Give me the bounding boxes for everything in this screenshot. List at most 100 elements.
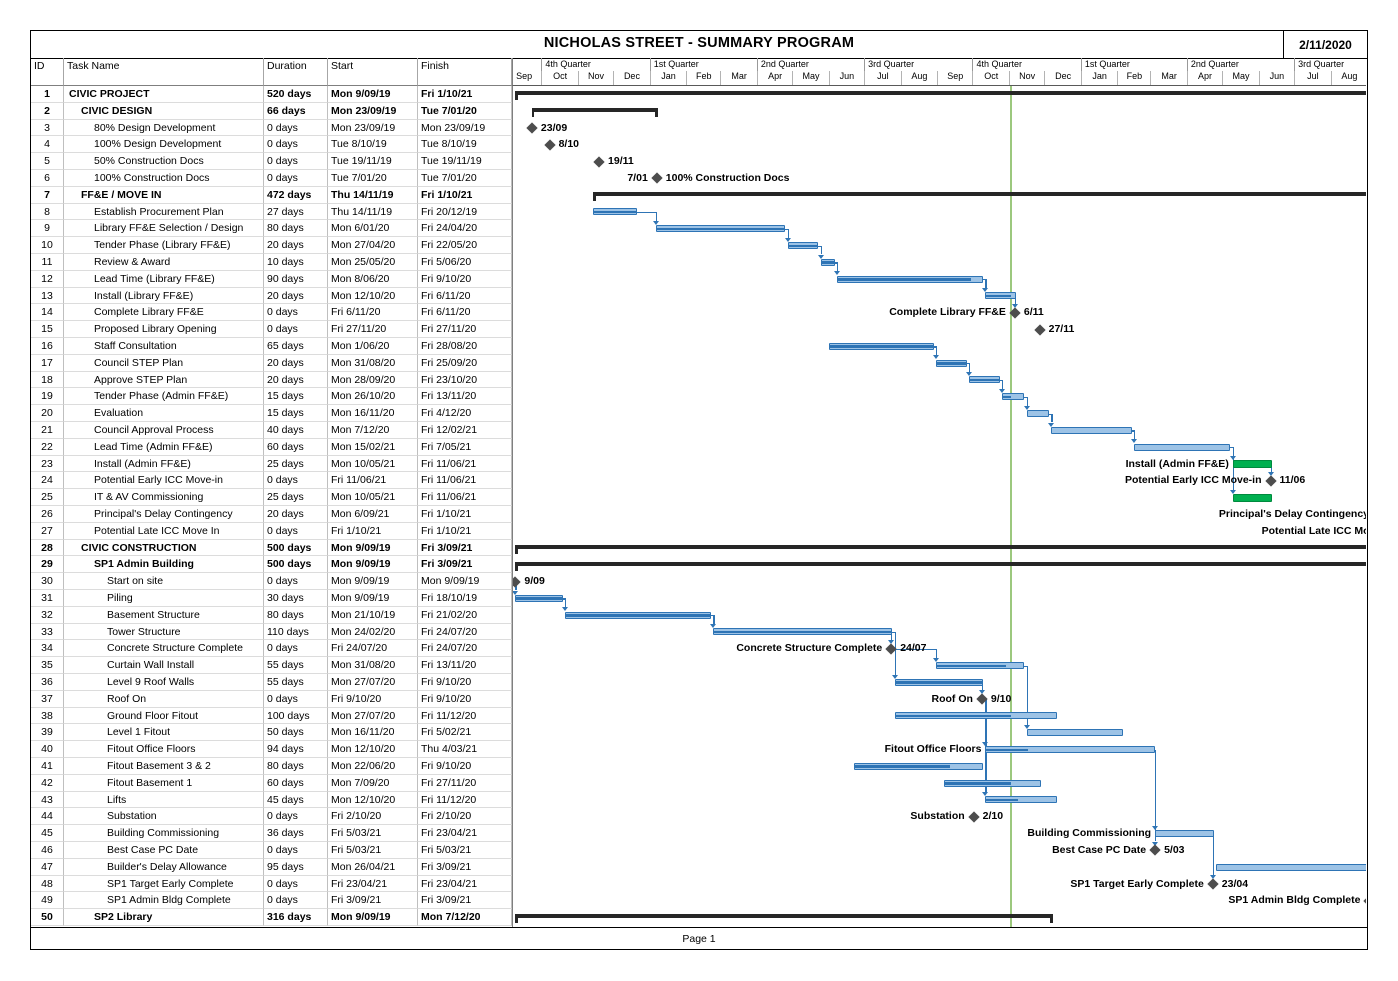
link-arrowhead [513,590,519,595]
bar-label-left: Best Case PC Date [1052,844,1147,856]
cell-id: 47 [31,858,64,876]
cell-start: Fri 5/03/21 [328,825,418,842]
link-arrowhead [1023,405,1030,410]
column-header-task-name: Task Name [64,58,264,86]
milestone-diamond [543,139,556,151]
gantt-bar-green [1232,493,1272,502]
milestone-diamond [1033,323,1046,336]
month-label: Mar [720,71,757,85]
cell-finish: Thu 4/03/21 [418,741,512,758]
cell-task-name: Fitout Basement 3 & 2 [64,758,264,775]
cell-start: Mon 27/04/20 [328,237,418,254]
cell-id: 40 [31,741,64,758]
link-line [785,228,789,230]
cell-task-name: 100% Design Development [64,136,264,154]
task-progress [1002,395,1012,399]
link-line [896,648,937,650]
cell-finish: Fri 11/12/20 [418,707,512,725]
month-label: Aug [1330,71,1366,85]
cell-id: 25 [31,489,64,506]
cell-id: 42 [31,774,64,792]
cell-finish: Fri 24/07/20 [418,640,512,658]
cell-id: 41 [31,758,64,775]
cell-task-name: Fitout Basement 1 [64,774,264,792]
cell-start: Fri 27/11/20 [328,321,418,338]
cell-duration: 45 days [264,791,328,809]
milestone-diamond [526,122,538,134]
cell-task-name: Review & Award [64,254,264,271]
cell-finish: Mon 7/12/20 [418,909,512,926]
cell-task-name: Lifts [64,791,264,809]
gantt-bar-summary [515,914,1053,919]
table-row: 32 Basement Structure 80 days Mon 21/10/19 F… [31,606,512,624]
cell-finish: Fri 11/06/21 [418,455,512,473]
link-line [834,262,838,264]
cell-id: 35 [31,657,64,674]
cell-duration: 95 days [264,858,328,876]
cell-finish: Fri 3/09/21 [418,539,512,557]
cell-duration: 0 days [264,573,328,590]
table-row: 10 Tender Phase (Library FF&E) 20 days Mon … [31,237,512,254]
cell-duration: 100 days [264,707,328,725]
cell-duration: 20 days [264,287,328,305]
table-row: 5 50% Construction Docs 0 days Tue 19/11/19… [31,153,512,170]
cell-task-name: Potential Late ICC Move In [64,522,264,540]
cell-finish: Fri 3/09/21 [418,892,512,910]
column-header-finish: Finish [418,58,512,86]
link-arrowhead [1130,439,1137,444]
cell-duration: 60 days [264,774,328,792]
cell-start: Mon 28/09/20 [328,371,418,389]
table-row: 44 Substation 0 days Fri 2/10/20 Fri 2/10/20 [31,808,512,826]
cell-finish: Tue 7/01/20 [418,170,512,187]
link-line [820,245,822,255]
cell-task-name: Roof On [64,690,264,708]
gantt-bar-task [894,712,1058,720]
gantt-bar-task [935,359,967,367]
bar-label-right: 2/10 [982,810,1004,823]
column-header-duration: Duration [264,58,328,86]
cell-id: 39 [31,724,64,742]
report-title: NICHOLAS STREET - SUMMARY PROGRAM [543,35,855,51]
summary-end-tick [515,91,518,101]
table-row: 40 Fitout Office Floors 94 days Mon 12/10/2… [31,741,512,758]
cell-duration: 94 days [264,741,328,758]
cell-task-name: Potential Early ICC Move-in [64,472,264,490]
cell-start: Mon 23/09/19 [328,119,418,137]
cell-id: 2 [31,102,64,120]
gantt-bar-task [1216,863,1366,871]
cell-start: Mon 24/02/20 [328,623,418,641]
cell-finish: Fri 11/06/21 [418,472,512,490]
table-row: 19 Tender Phase (Admin FF&E) 15 days Mon 26… [31,388,512,406]
link-line [894,632,896,675]
cell-task-name: CIVIC CONSTRUCTION [64,539,264,557]
cell-finish: Fri 25/09/20 [418,354,512,372]
link-line [933,346,937,348]
month-label: Jan [649,71,687,85]
cell-duration: 15 days [264,405,328,422]
cell-duration: 25 days [264,455,328,473]
link-line [1051,413,1053,423]
link-line [1026,396,1028,406]
table-row: 14 Complete Library FF&E 0 days Fri 6/11/20… [31,304,512,322]
cell-start: Thu 14/11/19 [328,186,418,204]
milestone-diamond [1363,895,1366,907]
gantt-bar-task [935,662,1025,669]
task-progress [788,244,818,247]
link-arrowhead [932,355,939,360]
cell-finish: Fri 13/11/20 [418,657,512,674]
cell-id: 19 [31,388,64,406]
link-arrowhead [888,639,895,644]
bar-label-left: SP1 Admin Bldg Complete [1228,894,1361,907]
cell-duration: 0 days [264,304,328,322]
table-row: 33 Tower Structure 110 days Mon 24/02/20 Fri… [31,623,512,641]
table-row: 11 Review & Award 10 days Mon 25/05/20 Fri 5… [31,254,512,271]
cell-task-name: CIVIC PROJECT [64,86,264,103]
table-row: 49 SP1 Admin Bldg Complete 0 days Fri 3/09/… [31,892,512,910]
cell-start: Mon 26/10/20 [328,388,418,406]
bar-label-right: 24/07 [900,642,927,655]
month-label: May [792,71,829,85]
summary-end-tick [515,914,518,924]
cell-task-name: FF&E / MOVE IN [64,186,264,204]
milestone-diamond [1264,475,1277,487]
page-number: Page 1 [682,932,716,945]
